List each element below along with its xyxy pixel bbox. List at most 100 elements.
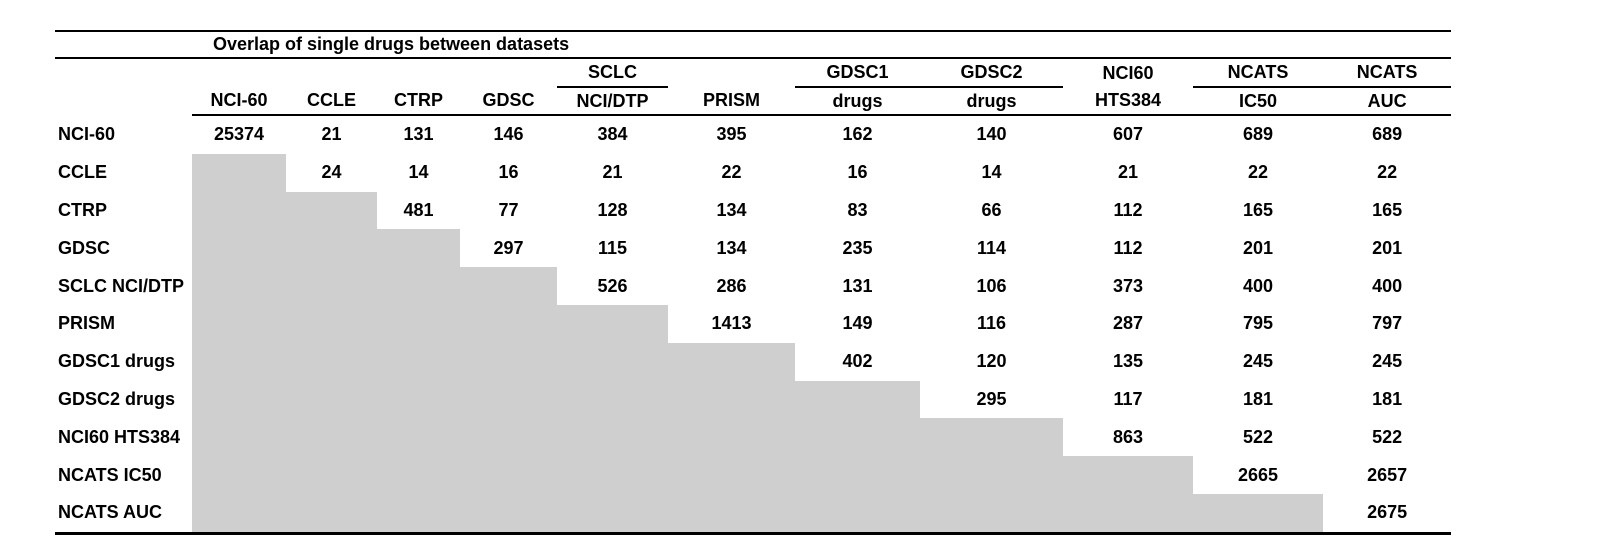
shaded-cell — [286, 304, 377, 343]
shaded-cell — [192, 456, 286, 494]
table-title: Overlap of single drugs between datasets — [55, 30, 1452, 59]
value-cell: 245 — [1372, 351, 1403, 372]
shaded-cell — [460, 304, 557, 343]
shaded-cell — [795, 456, 920, 494]
shaded-cell — [377, 267, 460, 305]
shaded-cell — [557, 493, 668, 535]
column-header-ic50: IC50 — [1193, 87, 1323, 116]
shaded-cell — [286, 380, 377, 419]
value-cell: 689 — [1372, 124, 1403, 145]
shaded-cell — [377, 493, 460, 535]
shaded-cell — [286, 418, 377, 457]
header-column-row: NCI-60 CCLE CTRP GDSC NCI/DTP PRISM drug… — [55, 87, 1452, 116]
table-row: SCLC NCI/DTP 526 286 131 106 373 400 400 — [55, 267, 1451, 305]
shaded-cell — [460, 342, 557, 381]
shaded-cell — [286, 493, 377, 535]
value-cell: 181 — [1242, 388, 1274, 409]
group-header-ncats-2: NCATS — [1323, 58, 1452, 88]
value-cell: 235 — [842, 237, 873, 258]
column-header-nci-dtp: NCI/DTP — [557, 87, 668, 116]
shaded-cell — [286, 191, 377, 230]
value-cell: 134 — [716, 237, 747, 258]
shaded-cell — [192, 191, 286, 230]
shaded-cell — [460, 493, 557, 535]
group-header-sclc: SCLC — [557, 58, 668, 88]
value-cell: 689 — [1242, 124, 1274, 145]
shaded-cell — [1063, 493, 1193, 535]
value-cell: 16 — [498, 162, 519, 183]
value-cell: 522 — [1242, 426, 1274, 447]
shaded-cell — [286, 229, 377, 268]
column-header-hts384: HTS384 — [1063, 87, 1193, 116]
value-cell: 2675 — [1323, 493, 1452, 535]
shaded-cell — [286, 456, 377, 494]
value-cell: 395 — [716, 124, 747, 145]
shaded-cell — [377, 229, 460, 268]
shaded-cell — [920, 456, 1063, 494]
shaded-cell — [557, 456, 668, 494]
shaded-cell — [377, 304, 460, 343]
shaded-cell — [795, 380, 920, 419]
value-cell: 165 — [1242, 199, 1274, 220]
value-cell: 112 — [1113, 199, 1143, 220]
group-header-nci60: NCI60 — [1102, 62, 1154, 83]
row-label-nci60-hts384: NCI60 HTS384 — [58, 426, 181, 447]
group-header-empty — [286, 58, 377, 87]
shaded-cell — [377, 456, 460, 494]
shaded-cell — [286, 267, 377, 305]
row-label-gdsc2-drugs: GDSC2 drugs — [58, 388, 176, 409]
value-cell: 114 — [976, 237, 1007, 258]
value-cell: 2665 — [1237, 464, 1279, 485]
overlap-table: Overlap of single drugs between datasets… — [55, 30, 1452, 535]
column-header-ccle: CCLE — [286, 87, 377, 116]
value-cell: 286 — [716, 275, 747, 296]
table-row: PRISM 1413 149 116 287 795 797 — [55, 304, 1451, 343]
value-cell: 83 — [847, 199, 868, 220]
value-cell: 22 — [1377, 162, 1398, 183]
shaded-cell — [377, 380, 460, 419]
shaded-cell — [557, 380, 668, 419]
shaded-cell — [795, 418, 920, 457]
value-cell: 22 — [1247, 162, 1269, 183]
group-header-gdsc1: GDSC1 — [795, 58, 920, 88]
group-header-empty — [668, 58, 795, 87]
row-label-ncats-auc: NCATS AUC — [55, 493, 192, 535]
value-cell: 863 — [1112, 426, 1144, 447]
shaded-cell — [460, 267, 557, 305]
value-cell: 400 — [1372, 275, 1403, 296]
overlap-table-figure: Overlap of single drugs between datasets… — [55, 30, 1452, 535]
value-cell: 146 — [493, 124, 524, 145]
shaded-cell — [286, 342, 377, 381]
row-label-ctrp: CTRP — [58, 199, 107, 220]
value-cell: 162 — [842, 124, 873, 145]
shaded-cell — [192, 267, 286, 305]
shaded-cell — [557, 304, 668, 343]
value-cell: 201 — [1242, 237, 1274, 258]
shaded-cell — [920, 493, 1063, 535]
value-cell: 24 — [321, 162, 342, 183]
group-header-empty — [460, 58, 557, 87]
table-row: CTRP 481 77 128 134 83 66 112 165 165 — [55, 191, 1451, 230]
shaded-cell — [192, 229, 286, 268]
value-cell: 21 — [1117, 162, 1139, 183]
value-cell: 134 — [716, 199, 747, 220]
shaded-cell — [1193, 493, 1323, 535]
value-cell: 112 — [1113, 237, 1143, 258]
value-cell: 131 — [842, 275, 873, 296]
value-cell: 400 — [1242, 275, 1274, 296]
value-cell: 25374 — [213, 124, 265, 145]
table-row: NCATS AUC 2675 — [55, 493, 1452, 535]
column-header-gdsc2-drugs: drugs — [920, 87, 1063, 116]
shaded-cell — [377, 418, 460, 457]
shaded-cell — [668, 380, 795, 419]
value-cell: 373 — [1112, 275, 1144, 296]
group-header-empty — [377, 58, 460, 87]
shaded-cell — [192, 342, 286, 381]
table-row: NCI-60 25374 21 131 146 384 395 162 140 607 689 689 — [55, 115, 1451, 154]
shaded-cell — [460, 418, 557, 457]
value-cell: 181 — [1372, 388, 1403, 409]
column-header-nci-60: NCI-60 — [192, 87, 286, 116]
value-cell: 526 — [597, 275, 628, 296]
value-cell: 22 — [721, 162, 742, 183]
shaded-cell — [192, 493, 286, 535]
